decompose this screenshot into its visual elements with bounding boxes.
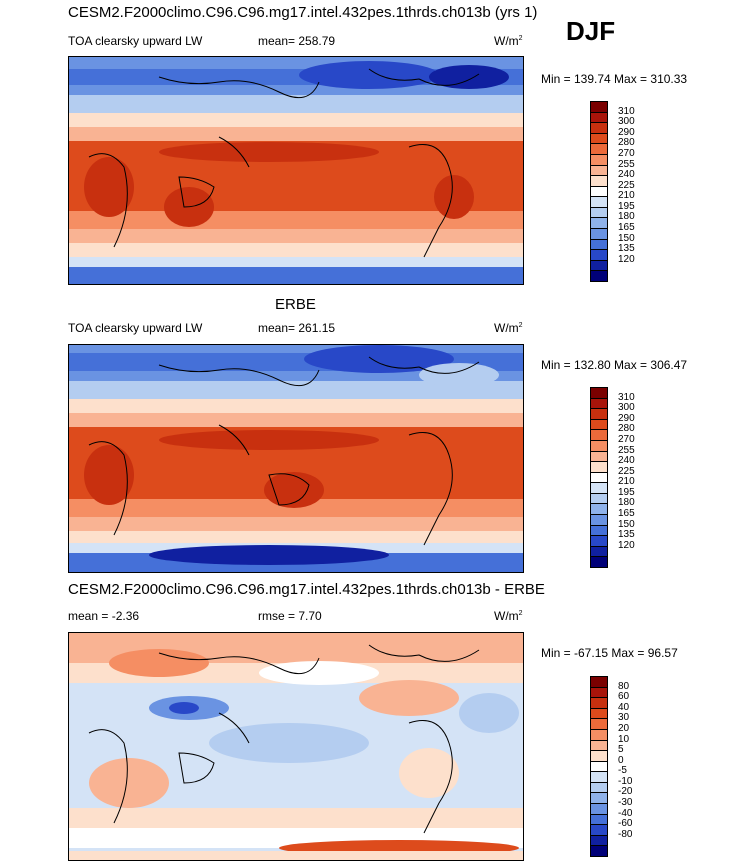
- colorbar-label: 150: [618, 518, 635, 530]
- colorbar-label: 135: [618, 243, 635, 255]
- panel3-title: CESM2.F2000climo.C96.C96.mg17.intel.432p…: [68, 581, 545, 598]
- colorbar-label: 5: [618, 744, 624, 756]
- panel3-field: [69, 633, 523, 860]
- colorbar-label: 270: [618, 147, 635, 159]
- colorbar-label: 120: [618, 539, 635, 551]
- colorbar-label: 20: [618, 722, 630, 734]
- panel1-mean: mean= 258.79: [258, 34, 336, 48]
- colorbar-label: 210: [618, 476, 635, 488]
- colorbar-label: -60: [618, 818, 633, 830]
- panel1-minmax: Min = 139.74 Max = 310.33: [541, 72, 688, 86]
- colorbar-label: 165: [618, 508, 635, 520]
- colorbar-label: 300: [618, 116, 635, 128]
- colorbar-label: 225: [618, 179, 635, 191]
- colorbar-label: 10: [618, 733, 630, 745]
- panel2-field: [69, 345, 523, 572]
- panel3-rmse: rmse = 7.70: [258, 609, 322, 623]
- colorbar-label: 290: [618, 412, 635, 424]
- colorbar-label: 195: [618, 486, 635, 498]
- colorbar-label: -40: [618, 807, 633, 819]
- colorbar-label: 290: [618, 126, 635, 138]
- panel3-units: W/m2: [494, 609, 523, 623]
- colorbar-label: 280: [618, 423, 635, 435]
- panel1-title: CESM2.F2000climo.C96.C96.mg17.intel.432p…: [68, 4, 538, 21]
- colorbar-label: 300: [618, 402, 635, 414]
- colorbar-label: 210: [618, 190, 635, 202]
- colorbar-label: 0: [618, 754, 624, 766]
- colorbar-swatch: [590, 845, 608, 857]
- colorbar-label: 255: [618, 444, 635, 456]
- colorbar-label: -30: [618, 797, 633, 809]
- panel3-mean: mean = -2.36: [68, 609, 140, 623]
- colorbar-label: 120: [618, 253, 635, 265]
- panel1-colorbar: 310 300 290 280 270 255 240 225 210 195 180 165 150 1…: [590, 101, 650, 283]
- colorbar-label: 180: [618, 497, 635, 509]
- colorbar-label: -80: [618, 828, 633, 840]
- colorbar-label: 40: [618, 701, 630, 713]
- colorbar-label: -10: [618, 775, 633, 787]
- panel1-map: [68, 56, 524, 285]
- panel1-variable: TOA clearsky upward LW: [68, 34, 203, 48]
- colorbar-label: 310: [618, 391, 635, 403]
- panel1-units: W/m2: [494, 34, 523, 48]
- panel3-colorbar: 80 60 40 30 20 10 5 0 -5 -10 -20 -30 -40 -60 -80: [590, 676, 650, 858]
- colorbar-label: 30: [618, 712, 630, 724]
- colorbar-label: -5: [618, 765, 627, 777]
- colorbar-label: -20: [618, 786, 633, 798]
- panel2-variable: TOA clearsky upward LW: [68, 321, 203, 335]
- colorbar-swatch: [590, 556, 608, 568]
- colorbar-label: 150: [618, 232, 635, 244]
- colorbar-label: 80: [618, 680, 630, 692]
- colorbar-label: 270: [618, 433, 635, 445]
- panel2-colorbar: 310 300 290 280 270 255 240 225 210 195 180 165 150 1…: [590, 387, 650, 569]
- panel3-minmax: Min = -67.15 Max = 96.57: [541, 646, 678, 660]
- colorbar-label: 195: [618, 200, 635, 212]
- colorbar-label: 135: [618, 529, 635, 541]
- colorbar-label: 60: [618, 691, 630, 703]
- colorbar-label: 180: [618, 211, 635, 223]
- panel1-field: [69, 57, 523, 284]
- season-label: DJF: [566, 16, 616, 46]
- colorbar-label: 165: [618, 222, 635, 234]
- panel2-title: ERBE: [275, 296, 316, 313]
- colorbar-label: 310: [618, 105, 635, 117]
- colorbar-label: 280: [618, 137, 635, 149]
- panel3-map: [68, 632, 524, 861]
- colorbar-label: 255: [618, 158, 635, 170]
- colorbar-label: 240: [618, 455, 635, 467]
- panel2-mean: mean= 261.15: [258, 321, 336, 335]
- panel2-minmax: Min = 132.80 Max = 306.47: [541, 358, 688, 372]
- panel2-units: W/m2: [494, 321, 523, 335]
- colorbar-label: 225: [618, 465, 635, 477]
- panel2-map: [68, 344, 524, 573]
- colorbar-label: 240: [618, 169, 635, 181]
- colorbar-swatch: [590, 270, 608, 282]
